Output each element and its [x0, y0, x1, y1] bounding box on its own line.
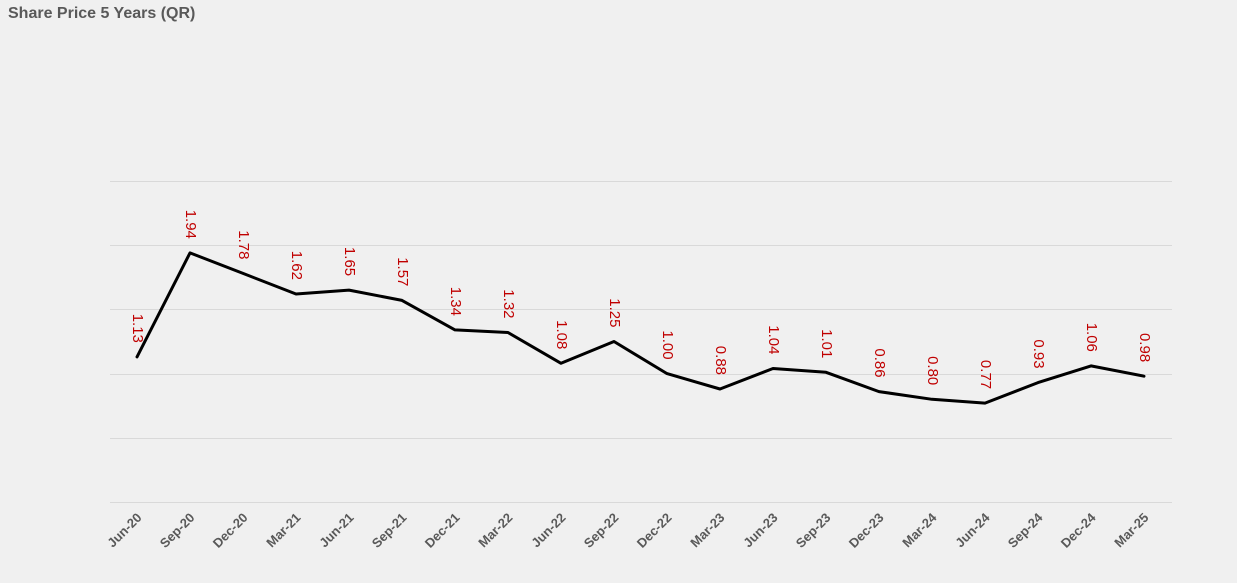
- x-tick-label-1: Sep-20: [157, 510, 198, 551]
- x-tick-label-19: Mar-25: [1111, 510, 1151, 550]
- x-tick-label-18: Dec-24: [1058, 509, 1099, 550]
- data-label-14: 0.86: [871, 348, 888, 377]
- x-axis-tick-labels: Jun-20 Sep-20 Dec-20 Mar-21 Jun-21 Sep-21 Dec-…: [104, 509, 1151, 550]
- x-tick-label-0: Jun-20: [104, 510, 144, 550]
- data-label-4: 1.65: [341, 247, 358, 276]
- data-label-17: 0.93: [1030, 339, 1047, 368]
- x-tick-label-7: Mar-22: [475, 510, 515, 550]
- data-label-10: 1.00: [659, 330, 676, 359]
- x-tick-label-9: Sep-22: [581, 510, 622, 551]
- data-label-12: 1.04: [765, 325, 782, 354]
- data-label-11: 0.88: [712, 346, 729, 375]
- chart-title: Share Price 5 Years (QR): [8, 5, 196, 22]
- data-label-2: 1.78: [235, 230, 252, 259]
- data-label-8: 1.08: [553, 320, 570, 349]
- x-tick-label-13: Sep-23: [793, 510, 834, 551]
- x-tick-label-5: Sep-21: [369, 510, 410, 551]
- x-tick-label-16: Jun-24: [952, 509, 993, 550]
- data-label-15: 0.80: [924, 356, 941, 385]
- x-tick-label-2: Dec-20: [210, 510, 251, 551]
- data-label-18: 1.06: [1083, 323, 1100, 352]
- data-label-16: 0.77: [977, 360, 994, 389]
- data-labels: 1.13 1.94 1.78 1.62 1.65 1.57 1.34 1.32 1.08 1.25…: [129, 210, 1153, 389]
- x-tick-label-15: Mar-24: [899, 509, 940, 550]
- series-line: [135, 251, 1146, 405]
- x-tick-label-6: Dec-21: [422, 510, 463, 551]
- data-label-0: 1.13: [129, 314, 146, 343]
- x-tick-label-3: Mar-21: [263, 510, 303, 550]
- x-tick-label-12: Jun-23: [740, 510, 780, 550]
- x-tick-label-17: Sep-24: [1005, 509, 1046, 550]
- data-label-6: 1.34: [447, 287, 464, 316]
- data-label-3: 1.62: [288, 251, 305, 280]
- data-label-9: 1.25: [606, 298, 623, 327]
- data-label-7: 1.32: [500, 289, 517, 318]
- series-line-group: [135, 251, 1146, 405]
- data-label-5: 1.57: [394, 257, 411, 286]
- data-label-19: 0.98: [1136, 333, 1153, 362]
- x-tick-label-4: Jun-21: [316, 510, 356, 550]
- gridlines: [110, 181, 1172, 503]
- data-label-13: 1.01: [818, 329, 835, 358]
- x-tick-label-8: Jun-22: [528, 510, 568, 550]
- data-label-1: 1.94: [182, 210, 199, 239]
- x-tick-label-14: Dec-23: [846, 510, 887, 551]
- x-tick-label-11: Mar-23: [687, 510, 727, 550]
- x-tick-label-10: Dec-22: [634, 510, 675, 551]
